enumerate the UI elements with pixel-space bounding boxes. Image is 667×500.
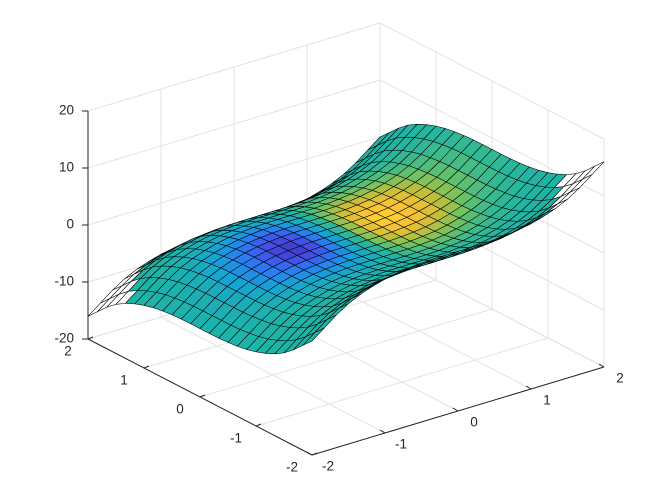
x-tick-label: 1 xyxy=(543,393,551,408)
y-tick xyxy=(199,394,206,398)
y-tick xyxy=(255,423,262,427)
y-tick xyxy=(311,452,318,456)
grid-line-z xyxy=(379,22,605,140)
x-tick xyxy=(452,407,459,412)
surface-face xyxy=(302,327,325,346)
y-tick-label: 0 xyxy=(176,402,184,417)
x-tick-label: 2 xyxy=(616,371,624,386)
z-tick-label: -10 xyxy=(54,274,74,289)
y-tick-label: 2 xyxy=(64,344,72,359)
x-tick-label: -1 xyxy=(395,437,407,452)
x-tick xyxy=(379,429,386,434)
grid-line-z xyxy=(87,136,381,226)
y-tick-label: -1 xyxy=(230,431,242,446)
y-tick xyxy=(87,336,94,340)
grid-line-y xyxy=(199,308,493,398)
y-tick xyxy=(143,365,150,369)
grid-line-z xyxy=(87,79,381,169)
axes xyxy=(82,110,605,456)
surface xyxy=(87,123,605,355)
y-tick-label: 1 xyxy=(120,373,128,388)
x-tick xyxy=(525,385,532,390)
grid-line-y xyxy=(255,337,549,427)
grid-line-z xyxy=(87,22,381,112)
y-tick-label: -2 xyxy=(286,460,298,475)
grid-line-z xyxy=(379,250,605,368)
x-tick xyxy=(598,363,605,368)
x-tick-label: -2 xyxy=(322,459,334,474)
z-tick-label: -20 xyxy=(54,331,74,346)
z-tick-label: 20 xyxy=(59,103,74,118)
x-tick-label: 0 xyxy=(470,415,478,430)
z-tick-label: 10 xyxy=(59,160,74,175)
z-tick-label: 0 xyxy=(66,217,74,232)
x-tick xyxy=(306,451,313,456)
